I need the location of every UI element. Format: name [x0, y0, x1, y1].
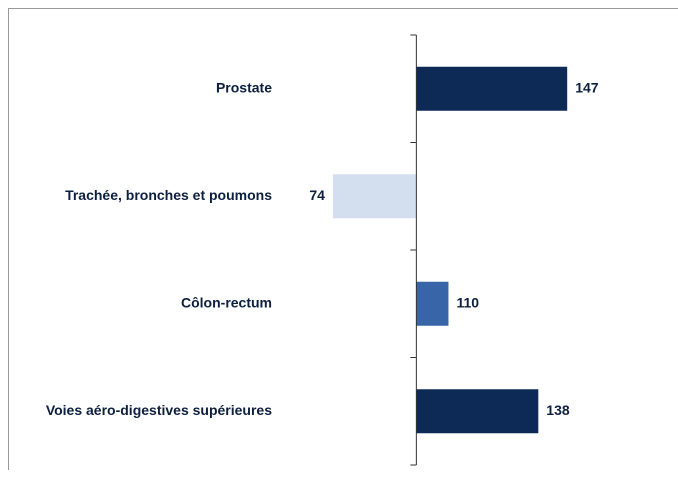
category-label: Voies aéro-digestives supérieures [46, 402, 272, 418]
bar [416, 281, 449, 326]
value-label: 110 [456, 294, 479, 310]
value-label: 138 [546, 402, 570, 418]
value-label: 74 [309, 187, 325, 203]
bar [416, 66, 568, 111]
bar [332, 174, 417, 219]
value-label: 147 [575, 79, 599, 95]
bar [416, 389, 539, 434]
category-label: Trachée, bronches et poumons [65, 187, 272, 203]
category-label: Côlon-rectum [181, 294, 272, 310]
category-label: Prostate [216, 79, 272, 95]
